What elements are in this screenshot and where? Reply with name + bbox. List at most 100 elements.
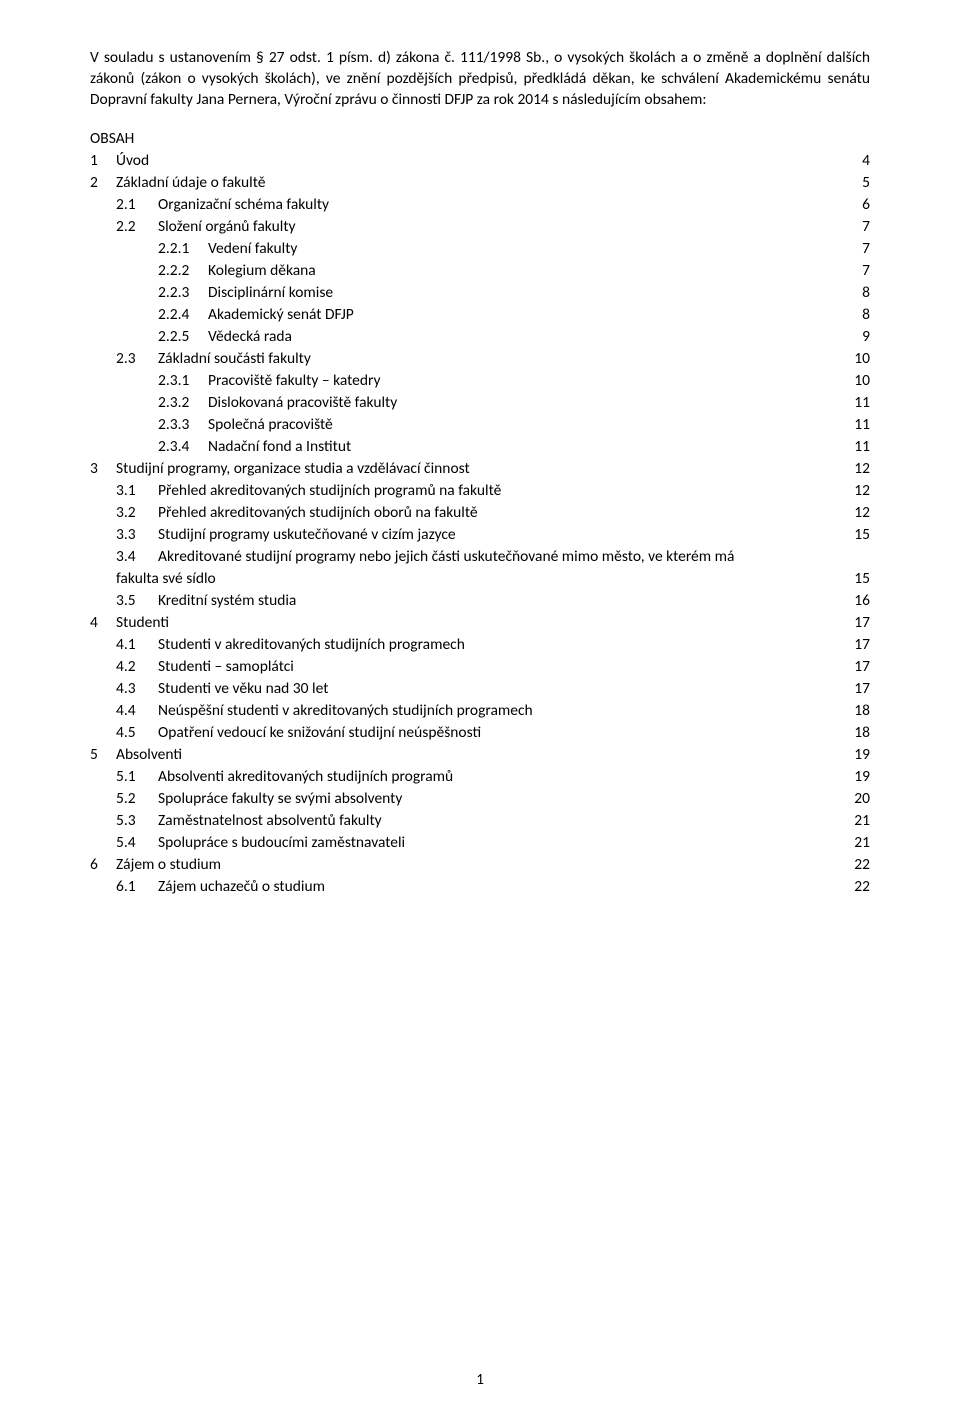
toc-entry-number: 4 — [90, 613, 116, 632]
toc-entry-label: Studenti – samoplátci — [158, 657, 294, 676]
toc-entry-label: Základní údaje o fakultě — [116, 173, 265, 192]
toc-entry: 6Zájem o studium22 — [90, 855, 870, 874]
toc-entry-label: Vedení fakulty — [208, 239, 297, 258]
toc-heading: OBSAH — [90, 129, 870, 148]
toc-entry-page: 19 — [854, 745, 870, 764]
toc-entry-number: 2.3.3 — [158, 415, 208, 434]
toc-entry-label: Akreditované studijní programy nebo jeji… — [158, 547, 870, 566]
toc-entry-page: 10 — [854, 349, 870, 368]
toc-entry: 2.2.1Vedení fakulty7 — [158, 239, 870, 258]
toc-entry: 5Absolventi19 — [90, 745, 870, 764]
toc-entry-page: 5 — [862, 173, 870, 192]
toc-entry: 2.3Základní součásti fakulty10 — [116, 349, 870, 368]
toc-entry-label: Pracoviště fakulty – katedry — [208, 371, 381, 390]
toc-entry: 2.3.4Nadační fond a Institut 11 — [158, 437, 870, 456]
toc-entry-page: 21 — [854, 811, 870, 830]
toc-entry-label: Nadační fond a Institut — [208, 437, 351, 456]
toc-entry-label: Studenti ve věku nad 30 let — [158, 679, 328, 698]
toc-entry-page: 22 — [854, 877, 870, 896]
toc-entry-page: 22 — [854, 855, 870, 874]
toc-entry: 4.3Studenti ve věku nad 30 let 17 — [116, 679, 870, 698]
toc-entry-number: 2 — [90, 173, 116, 192]
toc-entry: 3.3Studijní programy uskutečňované v ciz… — [116, 525, 870, 544]
toc-entry: 2.2Složení orgánů fakulty 7 — [116, 217, 870, 236]
toc-entry-number: 4.5 — [116, 723, 158, 742]
toc-entry-number: 2.2.3 — [158, 283, 208, 302]
toc-entry-page: 19 — [854, 767, 870, 786]
toc-entry-number: 1 — [90, 151, 116, 170]
toc-entry: 2.2.4Akademický senát DFJP8 — [158, 305, 870, 324]
toc-entry-label: Zájem uchazečů o studium — [158, 877, 325, 896]
toc-entry-number: 3.4 — [116, 547, 158, 566]
toc-entry-number: 3.3 — [116, 525, 158, 544]
toc-entry-label: Studenti — [116, 613, 169, 632]
toc-entry: 4.5Opatření vedoucí ke snižování studijn… — [116, 723, 870, 742]
toc-entry: 2.3.1Pracoviště fakulty – katedry10 — [158, 371, 870, 390]
toc-entry-label: Organizační schéma fakulty — [158, 195, 329, 214]
toc-entry-label: Zaměstnatelnost absolventů fakulty — [158, 811, 382, 830]
toc-entry-number: 3.5 — [116, 591, 158, 610]
toc-entry-number: 6 — [90, 855, 116, 874]
toc-entry-page: 12 — [854, 459, 870, 478]
toc-entry-number: 2.2.2 — [158, 261, 208, 280]
toc-entry: 5.3Zaměstnatelnost absolventů fakulty21 — [116, 811, 870, 830]
toc-entry-number: 2.2 — [116, 217, 158, 236]
toc-entry-page: 21 — [854, 833, 870, 852]
table-of-contents: 1Úvod42Základní údaje o fakultě52.1Organ… — [90, 151, 870, 896]
toc-entry-number: 2.1 — [116, 195, 158, 214]
toc-entry-number: 3.1 — [116, 481, 158, 500]
toc-entry-page: 9 — [862, 327, 870, 346]
toc-entry-label: Absolventi akreditovaných studijních pro… — [158, 767, 453, 786]
toc-entry: 3.2Přehled akreditovaných studijních obo… — [116, 503, 870, 522]
toc-entry: 2.1Organizační schéma fakulty6 — [116, 195, 870, 214]
toc-entry: 4Studenti17 — [90, 613, 870, 632]
toc-entry-label: fakulta své sídlo — [116, 569, 216, 588]
toc-entry: 2Základní údaje o fakultě 5 — [90, 173, 870, 192]
toc-entry-number: 2.2.1 — [158, 239, 208, 258]
toc-entry-page: 16 — [854, 591, 870, 610]
toc-entry-number: 3 — [90, 459, 116, 478]
toc-entry-label: Přehled akreditovaných studijních oborů … — [158, 503, 478, 522]
toc-entry: 2.2.2Kolegium děkana7 — [158, 261, 870, 280]
toc-entry-page: 17 — [854, 679, 870, 698]
toc-entry-page: 18 — [854, 701, 870, 720]
toc-entry: 3.5Kreditní systém studia16 — [116, 591, 870, 610]
toc-entry: 3Studijní programy, organizace studia a … — [90, 459, 870, 478]
toc-entry: 4.1Studenti v akreditovaných studijních … — [116, 635, 870, 654]
toc-entry-label: Úvod — [116, 151, 149, 170]
toc-entry-number: 4.3 — [116, 679, 158, 698]
toc-entry-number: 5 — [90, 745, 116, 764]
toc-entry-page: 10 — [854, 371, 870, 390]
toc-entry: 1Úvod4 — [90, 151, 870, 170]
toc-entry-number: 2.3.4 — [158, 437, 208, 456]
toc-entry-page: 8 — [862, 305, 870, 324]
toc-entry: 2.3.3Společná pracoviště11 — [158, 415, 870, 434]
toc-entry-number: 3.2 — [116, 503, 158, 522]
toc-entry: 3.1Přehled akreditovaných studijních pro… — [116, 481, 870, 500]
toc-entry-page: 7 — [862, 217, 870, 236]
toc-entry-label: Dislokovaná pracoviště fakulty — [208, 393, 397, 412]
toc-entry-page: 20 — [854, 789, 870, 808]
toc-entry-page: 11 — [854, 437, 870, 456]
toc-entry: 4.2Studenti – samoplátci17 — [116, 657, 870, 676]
toc-entry-label: Studijní programy uskutečňované v cizím … — [158, 525, 456, 544]
toc-entry-label: Studijní programy, organizace studia a v… — [116, 459, 470, 478]
toc-entry-label: Neúspěšní studenti v akreditovaných stud… — [158, 701, 533, 720]
toc-entry-number: 2.3.2 — [158, 393, 208, 412]
toc-entry: 5.4Spolupráce s budoucími zaměstnavateli… — [116, 833, 870, 852]
toc-entry-label: Disciplinární komise — [208, 283, 333, 302]
toc-entry-page: 17 — [854, 635, 870, 654]
toc-entry-label: Studenti v akreditovaných studijních pro… — [158, 635, 465, 654]
toc-entry-label: Složení orgánů fakulty — [158, 217, 296, 236]
toc-entry-page: 18 — [854, 723, 870, 742]
toc-entry-number: 4.1 — [116, 635, 158, 654]
document-page: V souladu s ustanovením § 27 odst. 1 pís… — [0, 0, 960, 1419]
toc-entry-page: 7 — [862, 261, 870, 280]
toc-entry-label: Opatření vedoucí ke snižování studijní n… — [158, 723, 481, 742]
toc-entry-label: Vědecká rada — [208, 327, 292, 346]
toc-entry-number: 2.3 — [116, 349, 158, 368]
toc-entry-page: 12 — [854, 503, 870, 522]
toc-entry-label: Akademický senát DFJP — [208, 305, 354, 324]
page-number: 1 — [0, 1371, 960, 1389]
toc-entry-label: Přehled akreditovaných studijních progra… — [158, 481, 501, 500]
